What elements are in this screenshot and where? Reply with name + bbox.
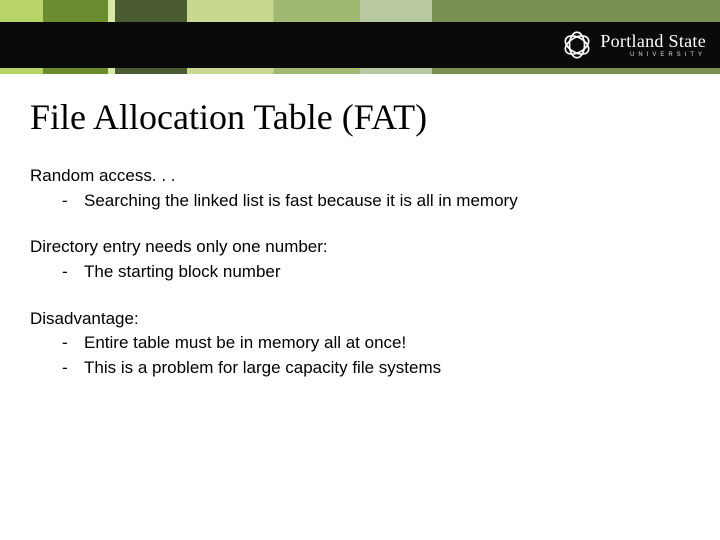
section-head: Random access. . . [30, 164, 690, 189]
section-random-access: Random access. . . - Searching the linke… [30, 164, 690, 213]
bullet-dash-icon: - [62, 189, 84, 214]
slide-header: Portland State UNIVERSITY [0, 0, 720, 74]
university-logo: Portland State UNIVERSITY [562, 30, 706, 60]
bullet-dash-icon: - [62, 260, 84, 285]
logo-main-text: Portland State [600, 32, 706, 50]
bullet-text: This is a problem for large capacity fil… [84, 356, 690, 381]
bullet-text: Searching the linked list is fast becaus… [84, 189, 690, 214]
bullet-text: Entire table must be in memory all at on… [84, 331, 690, 356]
list-item: - This is a problem for large capacity f… [30, 356, 690, 381]
header-band: Portland State UNIVERSITY [0, 22, 720, 68]
logo-mark-icon [562, 30, 592, 60]
section-head: Directory entry needs only one number: [30, 235, 690, 260]
logo-text: Portland State UNIVERSITY [600, 32, 706, 58]
logo-sub-text: UNIVERSITY [600, 52, 706, 58]
section-directory-entry: Directory entry needs only one number: -… [30, 235, 690, 284]
list-item: - The starting block number [30, 260, 690, 285]
list-item: - Searching the linked list is fast beca… [30, 189, 690, 214]
list-item: - Entire table must be in memory all at … [30, 331, 690, 356]
bullet-dash-icon: - [62, 356, 84, 381]
section-disadvantage: Disadvantage: - Entire table must be in … [30, 307, 690, 381]
slide-content: File Allocation Table (FAT) Random acces… [0, 74, 720, 380]
bullet-dash-icon: - [62, 331, 84, 356]
slide-title: File Allocation Table (FAT) [30, 96, 690, 138]
bullet-text: The starting block number [84, 260, 690, 285]
section-head: Disadvantage: [30, 307, 690, 332]
